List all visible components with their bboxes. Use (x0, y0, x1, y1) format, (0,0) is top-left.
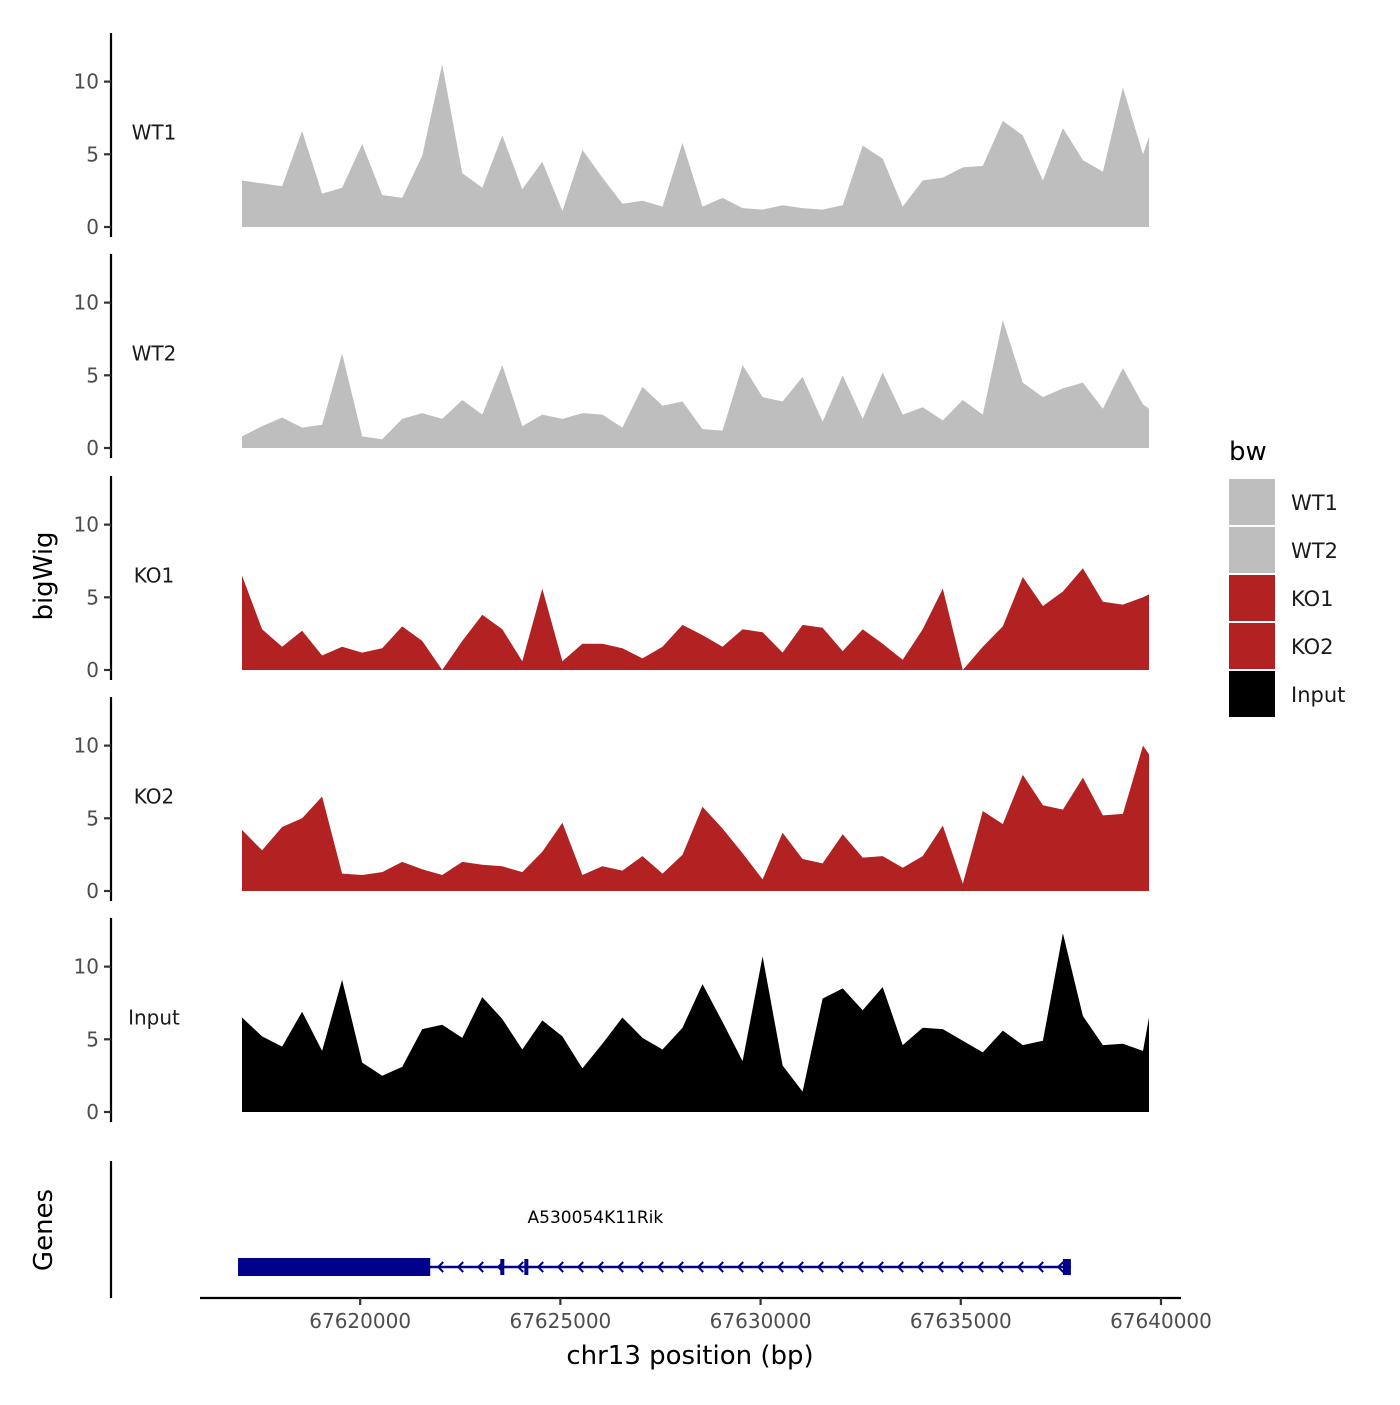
strand-chevron (796, 1261, 804, 1273)
y-axis-title: bigWig (29, 531, 59, 620)
strand-chevron (476, 1261, 484, 1273)
legend-item-wt2: WT2 (1229, 527, 1338, 573)
strand-chevron (656, 1261, 664, 1273)
track-label-ko1: KO1 (134, 564, 175, 588)
strand-chevron (576, 1261, 584, 1273)
gene-name-label: A530054K11Rik (528, 1208, 664, 1228)
y-tick-label: 5 (86, 363, 99, 387)
strand-chevron (816, 1261, 824, 1273)
coverage-area-ko1 (242, 568, 1149, 670)
strand-chevron (916, 1261, 924, 1273)
y-tick-label: 0 (86, 436, 99, 460)
strand-chevron (896, 1261, 904, 1273)
track-label-wt2: WT2 (132, 342, 177, 366)
track-label-wt1: WT1 (132, 121, 177, 145)
strand-chevron (996, 1261, 1004, 1273)
track-wt1: 0 5 10 WT1 (74, 33, 1149, 239)
legend-swatch (1229, 623, 1275, 669)
x-tick-label: 67625000 (509, 1309, 611, 1333)
legend-label: WT2 (1291, 539, 1338, 563)
gene-exon (500, 1259, 505, 1275)
strand-chevron (676, 1261, 684, 1273)
legend-label: Input (1291, 683, 1345, 707)
legend-label: WT1 (1291, 491, 1338, 515)
gene-thick-block (238, 1258, 431, 1276)
strand-chevron (856, 1261, 864, 1273)
legend-item-ko2: KO2 (1229, 623, 1334, 669)
strand-chevron (976, 1261, 984, 1273)
track-wt2: 0 5 10 WT2 (74, 254, 1149, 460)
legend-item-ko1: KO1 (1229, 575, 1334, 621)
y-tick-label: 5 (86, 585, 99, 609)
legend-swatch (1229, 671, 1275, 717)
gene-exon (524, 1259, 529, 1275)
strand-chevron (876, 1261, 884, 1273)
y-tick-label: 10 (74, 70, 99, 94)
track-input: 0 5 10 Input (74, 918, 1149, 1124)
legend-label: KO1 (1291, 587, 1334, 611)
y-tick-label: 0 (86, 879, 99, 903)
gene-exon (1062, 1259, 1071, 1275)
coverage-tracks: 0 5 10 WT1 0 5 10 WT2 0 5 10 KO1 0 5 10 KO2 0 5 10 Input (74, 33, 1149, 1124)
strand-chevron (936, 1261, 944, 1273)
strand-chevron (456, 1261, 464, 1273)
track-label-input: Input (128, 1006, 180, 1030)
track-ko2: 0 5 10 KO2 (74, 697, 1149, 903)
strand-chevron (1016, 1261, 1024, 1273)
legend-label: KO2 (1291, 635, 1334, 659)
y-tick-label: 5 (86, 142, 99, 166)
strand-chevron (516, 1261, 524, 1273)
coverage-area-wt2 (242, 320, 1149, 448)
y-tick-label: 5 (86, 806, 99, 830)
strand-chevron (1056, 1261, 1064, 1273)
y-tick-label: 0 (86, 215, 99, 239)
y-tick-label: 0 (86, 1100, 99, 1124)
strand-chevron (596, 1261, 604, 1273)
coverage-area-ko2 (242, 745, 1149, 891)
legend-item-wt1: WT1 (1229, 479, 1338, 525)
legend-swatch (1229, 479, 1275, 525)
y-tick-label: 10 (74, 513, 99, 537)
gene-model: A530054K11Rik (238, 1208, 1071, 1276)
x-tick-label: 67640000 (1110, 1309, 1212, 1333)
strand-chevron (956, 1261, 964, 1273)
strand-chevron (776, 1261, 784, 1273)
strand-chevron (736, 1261, 744, 1273)
y-tick-label: 10 (74, 955, 99, 979)
y-tick-label: 10 (74, 291, 99, 315)
legend-swatch (1229, 575, 1275, 621)
legend: bw WT1 WT2 KO1 KO2 Input (1229, 437, 1345, 717)
legend-item-input: Input (1229, 671, 1345, 717)
strand-chevron (636, 1261, 644, 1273)
track-ko1: 0 5 10 KO1 (74, 476, 1149, 682)
track-label-ko2: KO2 (134, 785, 175, 809)
x-tick-label: 67620000 (309, 1309, 411, 1333)
y-tick-label: 0 (86, 658, 99, 682)
strand-chevron (556, 1261, 564, 1273)
strand-chevron (836, 1261, 844, 1273)
x-tick-label: 67630000 (710, 1309, 812, 1333)
strand-chevron (1036, 1261, 1044, 1273)
strand-chevron (436, 1261, 444, 1273)
strand-chevron (716, 1261, 724, 1273)
coverage-area-input (242, 933, 1149, 1112)
legend-title: bw (1229, 437, 1267, 467)
y-tick-label: 10 (74, 734, 99, 758)
strand-chevron (696, 1261, 704, 1273)
gene-track-title: Genes (29, 1189, 59, 1271)
legend-swatch (1229, 527, 1275, 573)
gene-track: A530054K11Rik (109, 1161, 1071, 1298)
coverage-area-wt1 (242, 64, 1149, 227)
x-axis: 67620000 67625000 67630000 67635000 67640000 (200, 1296, 1212, 1333)
x-axis-title: chr13 position (bp) (566, 1341, 813, 1371)
strand-chevron (536, 1261, 544, 1273)
strand-chevron (616, 1261, 624, 1273)
strand-chevron (756, 1261, 764, 1273)
y-tick-label: 5 (86, 1027, 99, 1051)
x-tick-label: 67635000 (910, 1309, 1012, 1333)
